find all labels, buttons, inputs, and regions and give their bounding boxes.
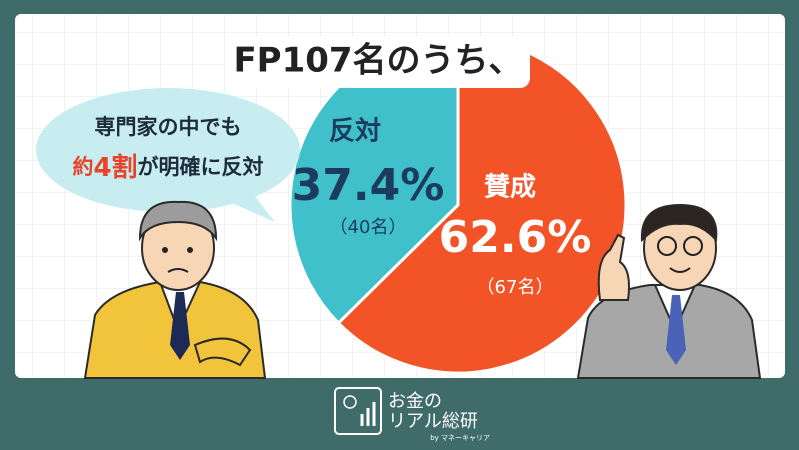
slice-category: 賛成 (484, 173, 536, 203)
pie (288, 35, 628, 375)
brand-text: お金の (388, 391, 442, 412)
annotation-emphasis: 4割 (93, 152, 137, 183)
chart-title: FP107名のうち、 (233, 41, 522, 81)
title-backdrop (225, 36, 530, 88)
slice-sublabel: （67名） (477, 277, 554, 298)
slice-sublabel: （40名） (330, 217, 407, 238)
character-left (83, 200, 267, 379)
slice-value-label: 37.4% (292, 160, 445, 211)
annotation-line: 約4割が明確に反対 (72, 152, 263, 183)
footer-logo: お金の リアル総研 by マネーキャリア (334, 387, 490, 442)
slice-category: 反対 (329, 117, 381, 147)
byline: by マネーキャリア (430, 434, 490, 442)
brand-text: リアル総研 (388, 411, 478, 432)
annotation-line: 専門家の中でも (95, 115, 242, 139)
annotation-text: 約 (72, 155, 93, 179)
character-right (576, 203, 762, 379)
speech-bubble: 専門家の中でも 約4割が明確に反対 (36, 88, 300, 222)
annotation-text: が明確に反対 (138, 155, 264, 179)
slice-value-label: 62.6% (439, 212, 592, 263)
